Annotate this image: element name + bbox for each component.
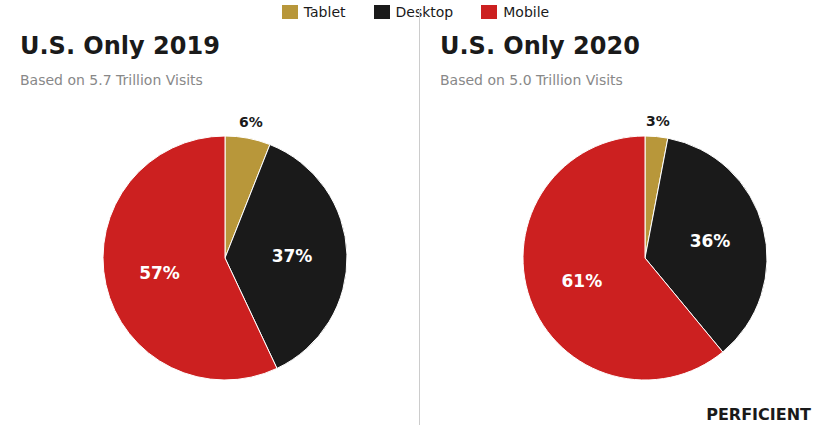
html-text:U.S. Only 2019: U.S. Only 2019 [20,32,220,60]
svg-text:6%: 6% [239,114,263,130]
svg-text:61%: 61% [562,271,603,291]
svg-text:36%: 36% [690,231,731,251]
svg-text:57%: 57% [139,263,180,283]
html-text:U.S. Only 2020: U.S. Only 2020 [440,32,640,60]
html-text:PERFICIENT: PERFICIENT [706,405,811,424]
html-text:Tablet: Tablet [303,4,346,20]
html-text:Based on 5.7 Trillion Visits: Based on 5.7 Trillion Visits [20,72,203,88]
svg-text:37%: 37% [272,246,313,266]
svg-text:3%: 3% [646,113,670,129]
html-text:Based on 5.0 Trillion Visits: Based on 5.0 Trillion Visits [440,72,623,88]
html-text:Desktop: Desktop [395,4,454,20]
html-text:Mobile: Mobile [503,4,550,20]
